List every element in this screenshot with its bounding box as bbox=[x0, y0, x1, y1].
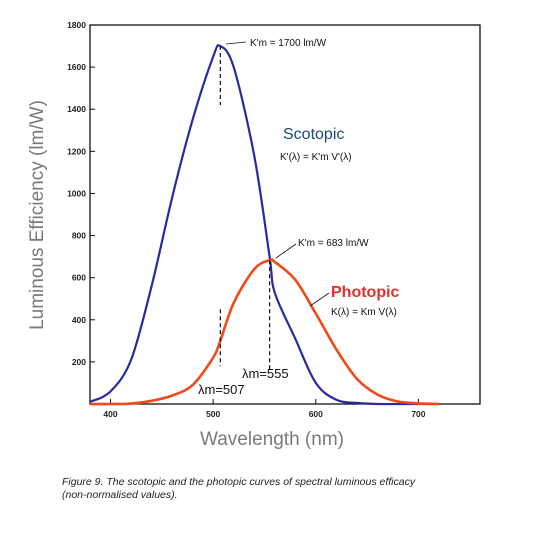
photopic-formula: K(λ) = Km V(λ) bbox=[331, 307, 397, 318]
x-tick-label: 600 bbox=[309, 409, 323, 419]
y-ticks: 200 400 600 800 1000 1200 1400 1600 1800 bbox=[67, 20, 95, 367]
scotopic-formula: K'(λ) = K'm V'(λ) bbox=[280, 152, 352, 163]
y-tick-label: 200 bbox=[72, 357, 86, 367]
y-tick-label: 800 bbox=[72, 231, 86, 241]
photopic-leader bbox=[309, 292, 330, 307]
x-tick-label: 700 bbox=[411, 409, 425, 419]
caption-line-1: Figure 9. The scotopic and the photopic … bbox=[62, 476, 416, 488]
x-tick-label: 400 bbox=[103, 409, 117, 419]
x-tick-label: 500 bbox=[206, 409, 220, 419]
y-tick-label: 600 bbox=[72, 273, 86, 283]
photopic-series-line bbox=[89, 258, 439, 406]
scotopic-series-line bbox=[89, 44, 439, 406]
scotopic-label: Scotopic bbox=[283, 126, 344, 143]
y-axis-title: Luminous Efficiency (lm/W) bbox=[27, 100, 48, 330]
y-tick-label: 1600 bbox=[67, 62, 86, 72]
x-axis-title: Wavelength (nm) bbox=[200, 429, 344, 450]
chart-figure: Luminous Efficiency (lm/W) Wavelength (n… bbox=[27, 20, 481, 450]
photopic-label: Photopic bbox=[331, 284, 400, 301]
y-tick-label: 400 bbox=[72, 315, 86, 325]
y-tick-label: 1000 bbox=[67, 188, 86, 198]
y-tick-label: 1800 bbox=[67, 20, 86, 30]
photopic-peak-annotation: K'm = 683 lm/W bbox=[298, 238, 369, 249]
caption-line-2: (non-normalised values). bbox=[62, 489, 178, 501]
y-tick-label: 1200 bbox=[67, 146, 86, 156]
y-tick-label: 1400 bbox=[67, 104, 86, 114]
lambda-507-label: λm=507 bbox=[198, 382, 245, 397]
photopic-peak-leader bbox=[275, 243, 297, 259]
lambda-555-label: λm=555 bbox=[242, 366, 289, 381]
plot-frame bbox=[89, 24, 481, 405]
scotopic-peak-annotation: K'm = 1700 lm/W bbox=[250, 38, 327, 49]
scotopic-peak-leader bbox=[225, 41, 247, 45]
figure-caption: Figure 9. The scotopic and the photopic … bbox=[62, 476, 522, 502]
